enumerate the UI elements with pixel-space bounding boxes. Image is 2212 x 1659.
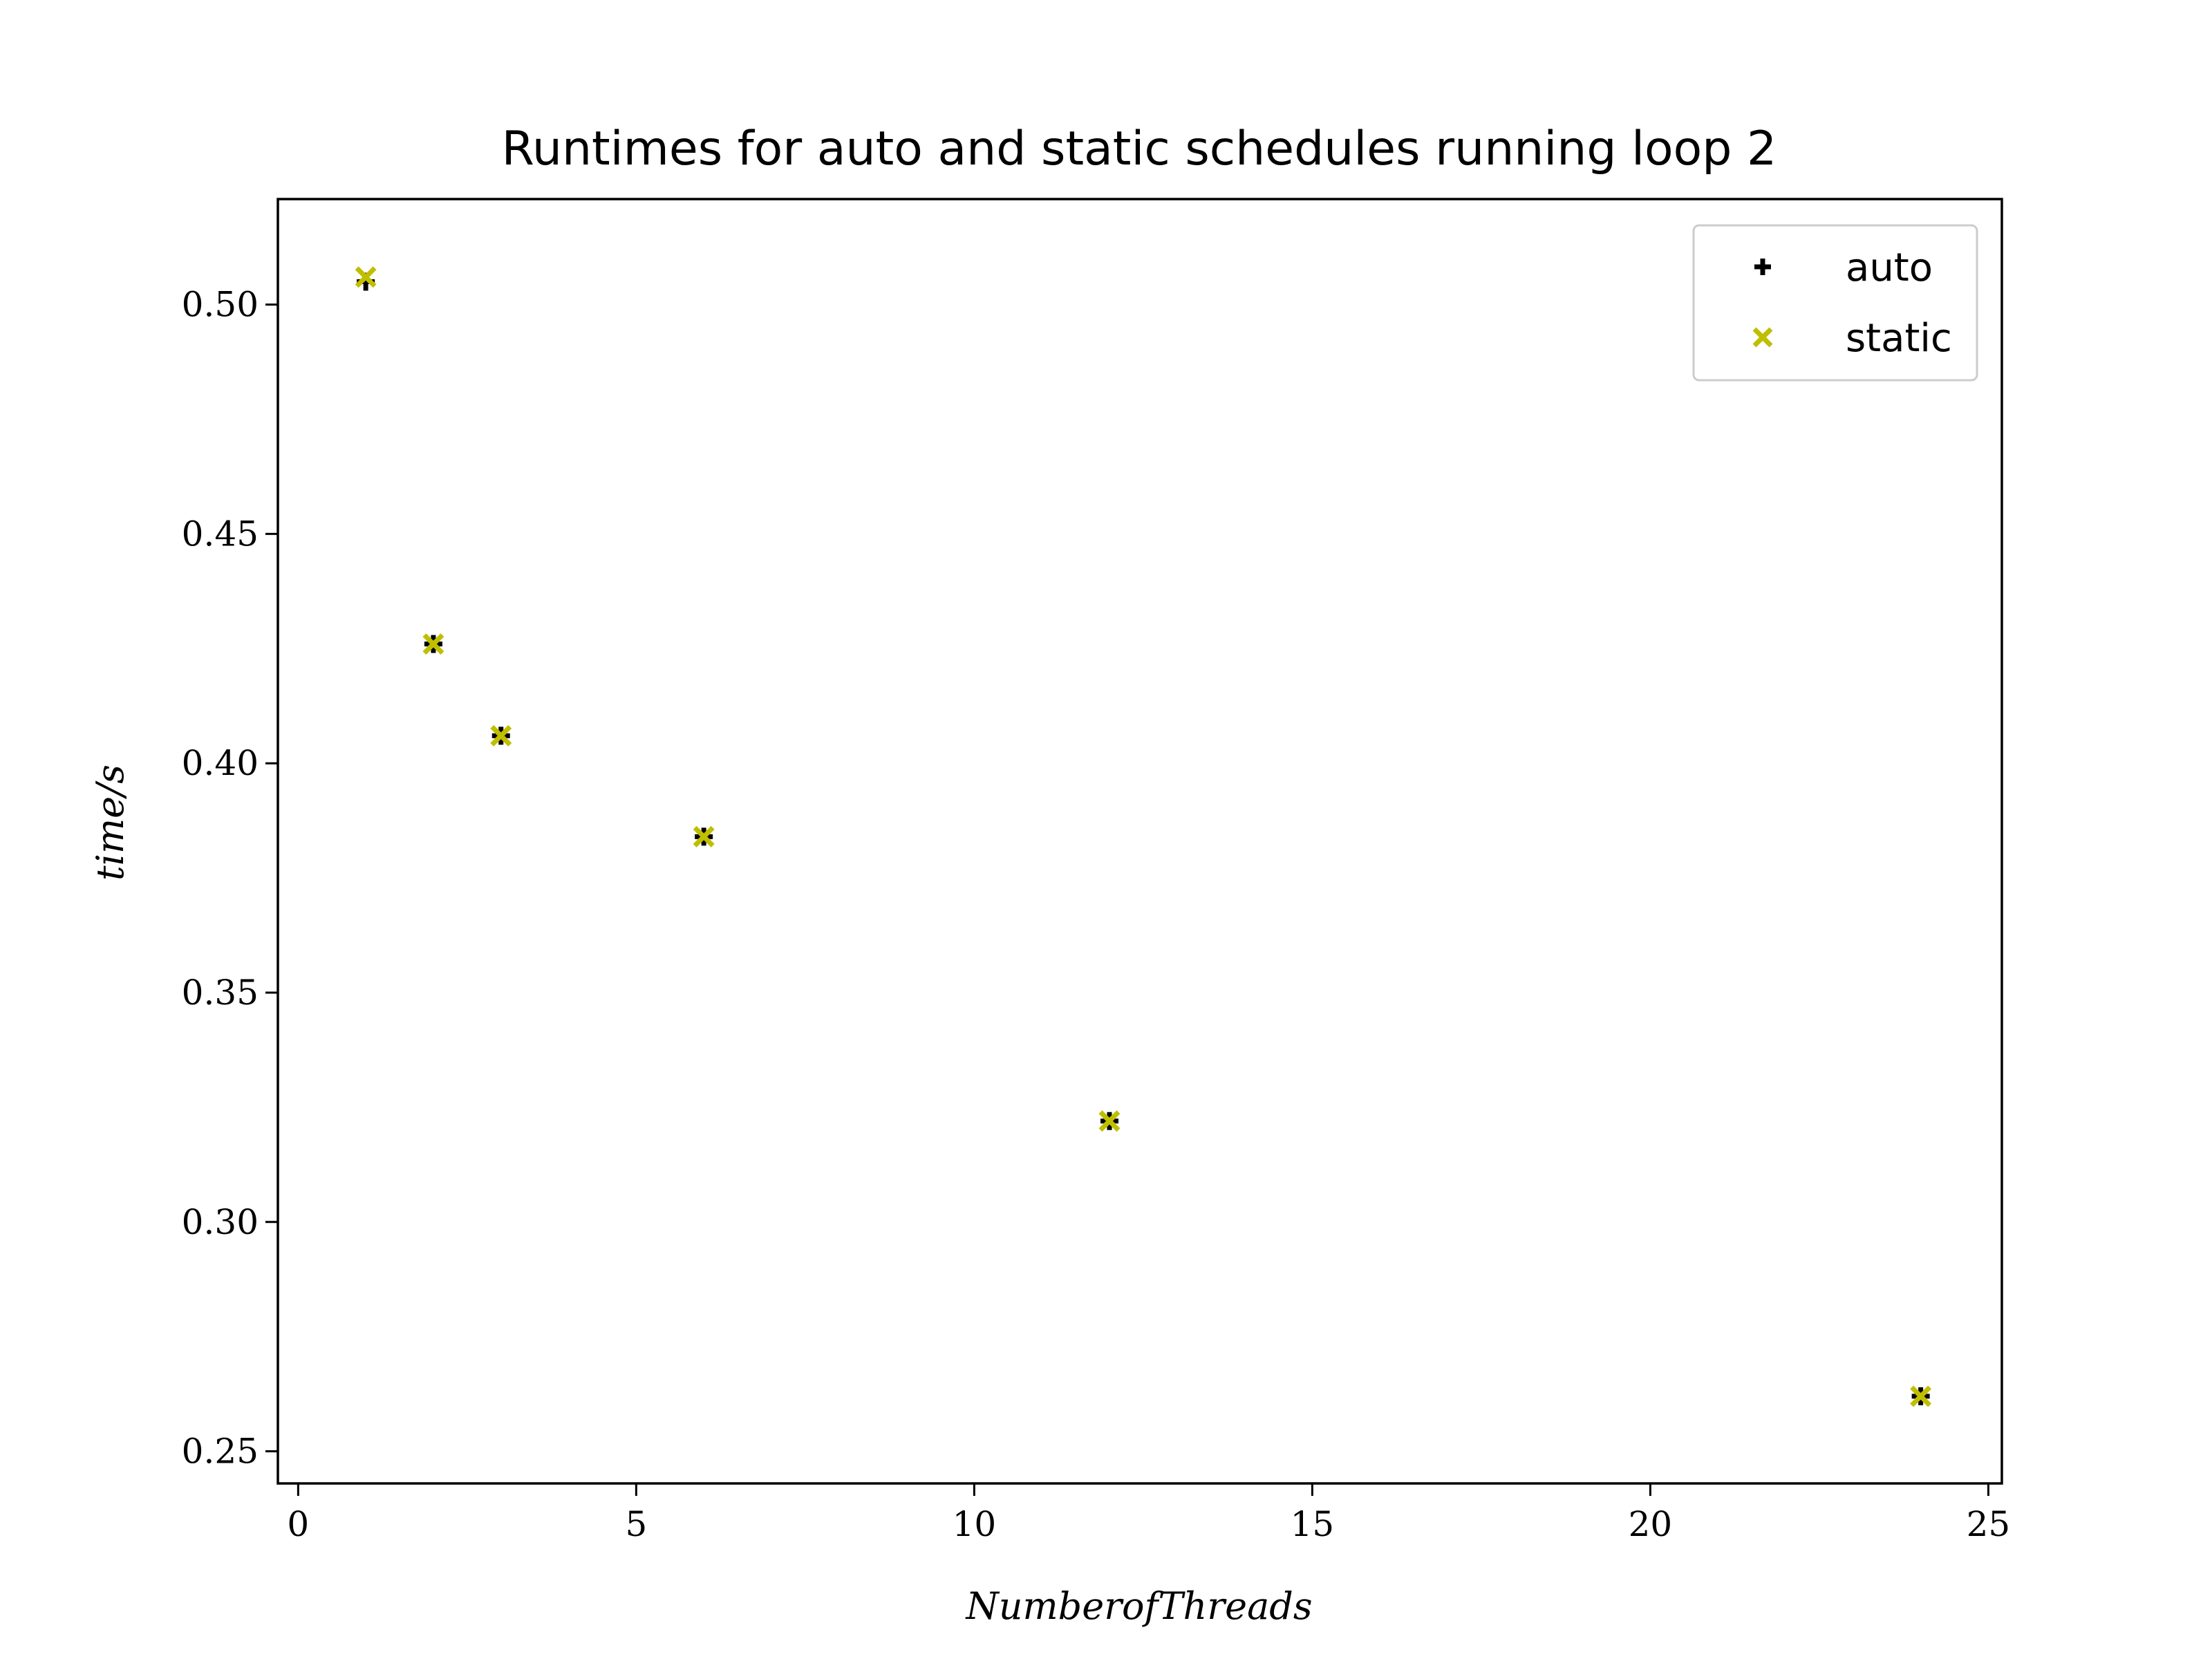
data-point-static-0 [355, 266, 377, 288]
x-tick-label-25: 25 [1967, 1504, 2011, 1544]
x-axis: 0 5 10 15 20 25 [287, 1483, 2010, 1544]
y-tick-label-4: 0.45 [182, 514, 259, 554]
legend-marker-static [1752, 327, 1773, 348]
chart-title: Runtimes for auto and static schedules r… [502, 122, 1777, 176]
y-tick-label-2: 0.35 [182, 973, 259, 1013]
legend-label-auto: auto [1846, 245, 1933, 290]
x-tick-label-5: 5 [625, 1504, 647, 1544]
data-point-static-5 [1910, 1385, 1932, 1407]
legend-label-static: static [1846, 316, 1952, 361]
plot-frame [276, 198, 2003, 1485]
x-tick-label-15: 15 [1291, 1504, 1335, 1544]
data-point-static-1 [422, 633, 444, 655]
data-point-static-4 [1098, 1110, 1121, 1132]
legend-marker-auto [1754, 259, 1771, 275]
y-tick-label-5: 0.50 [182, 285, 259, 325]
legend: auto static [1692, 224, 1978, 382]
plot-area [276, 198, 2003, 1485]
y-tick-label-0: 0.25 [182, 1432, 259, 1472]
x-tick-label-10: 10 [953, 1504, 997, 1544]
x-tick-label-0: 0 [287, 1504, 309, 1544]
y-axis: 0.25 0.30 0.35 0.40 0.45 0.50 [182, 285, 278, 1472]
y-tick-label-1: 0.30 [182, 1202, 259, 1242]
x-axis-label: NumberofThreads [964, 1584, 1312, 1628]
data-point-static-3 [693, 825, 715, 847]
x-tick-label-20: 20 [1629, 1504, 1673, 1544]
y-axis-label: time/s [88, 765, 132, 881]
y-tick-label-3: 0.40 [182, 743, 259, 783]
data-point-static-2 [490, 724, 512, 747]
